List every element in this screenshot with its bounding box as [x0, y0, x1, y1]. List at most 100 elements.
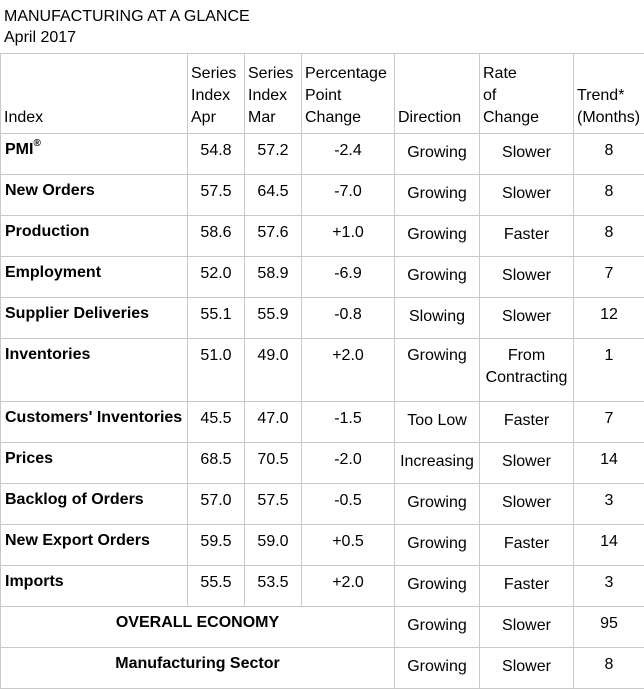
rate-cell: Faster	[480, 525, 574, 566]
change-cell: -0.8	[302, 298, 395, 339]
index-name: New Export Orders	[5, 532, 150, 549]
trend-cell: 7	[574, 257, 644, 298]
series-mar-cell: 47.0	[245, 402, 302, 443]
series-mar-cell: 53.5	[245, 566, 302, 607]
change-cell: -0.5	[302, 484, 395, 525]
change-cell: +0.5	[302, 525, 395, 566]
rate-cell: Slower	[480, 607, 574, 648]
index-name: New Orders	[5, 182, 95, 199]
trend-cell: 8	[574, 648, 644, 689]
direction-cell: Growing	[395, 257, 480, 298]
index-name-cell: Prices	[1, 443, 188, 484]
index-name-cell: Customers' Inventories	[1, 402, 188, 443]
rate-cell: Faster	[480, 216, 574, 257]
series-mar-cell: 59.0	[245, 525, 302, 566]
index-name-cell: New Export Orders	[1, 525, 188, 566]
direction-cell: Growing	[395, 484, 480, 525]
series-apr-cell: 54.8	[188, 134, 245, 175]
change-cell: +2.0	[302, 339, 395, 402]
series-mar-cell: 57.2	[245, 134, 302, 175]
change-cell: -6.9	[302, 257, 395, 298]
index-name-cell: Supplier Deliveries	[1, 298, 188, 339]
index-name: Backlog of Orders	[5, 491, 144, 508]
index-name-cell: Imports	[1, 566, 188, 607]
rate-cell: Slower	[480, 175, 574, 216]
rate-cell: Slower	[480, 443, 574, 484]
trend-cell: 1	[574, 339, 644, 402]
direction-cell: Growing	[395, 607, 480, 648]
rate-cell: Slower	[480, 257, 574, 298]
index-name-cell: Employment	[1, 257, 188, 298]
series-apr-cell: 57.5	[188, 175, 245, 216]
summary-label-cell: Manufacturing Sector	[1, 648, 395, 689]
index-name: Production	[5, 223, 89, 240]
series-mar-cell: 64.5	[245, 175, 302, 216]
series-apr-cell: 51.0	[188, 339, 245, 402]
direction-cell: Growing	[395, 134, 480, 175]
series-mar-cell: 57.6	[245, 216, 302, 257]
series-mar-cell: 70.5	[245, 443, 302, 484]
index-name: Inventories	[5, 346, 90, 363]
header-direction: Direction	[395, 54, 480, 134]
direction-cell: Growing	[395, 216, 480, 257]
index-name: Prices	[5, 450, 53, 467]
series-apr-cell: 68.5	[188, 443, 245, 484]
index-name: Employment	[5, 264, 101, 281]
change-cell: -7.0	[302, 175, 395, 216]
direction-cell: Growing	[395, 566, 480, 607]
index-name-cell: Inventories	[1, 339, 188, 402]
series-mar-cell: 58.9	[245, 257, 302, 298]
rate-cell: Faster	[480, 566, 574, 607]
trend-cell: 8	[574, 134, 644, 175]
series-apr-cell: 52.0	[188, 257, 245, 298]
direction-cell: Growing	[395, 525, 480, 566]
index-name-cell: Production	[1, 216, 188, 257]
trend-cell: 3	[574, 566, 644, 607]
index-name-cell: Backlog of Orders	[1, 484, 188, 525]
registered-mark: ®	[33, 138, 40, 149]
series-apr-cell: 59.5	[188, 525, 245, 566]
direction-cell: Slowing	[395, 298, 480, 339]
trend-cell: 95	[574, 607, 644, 648]
direction-cell: Growing	[395, 175, 480, 216]
series-mar-cell: 49.0	[245, 339, 302, 402]
direction-cell: Growing	[395, 648, 480, 689]
direction-cell: Growing	[395, 339, 480, 402]
trend-cell: 12	[574, 298, 644, 339]
index-name: Supplier Deliveries	[5, 305, 149, 322]
trend-cell: 7	[574, 402, 644, 443]
direction-cell: Too Low	[395, 402, 480, 443]
series-apr-cell: 45.5	[188, 402, 245, 443]
rate-cell: Slower	[480, 298, 574, 339]
trend-cell: 8	[574, 216, 644, 257]
trend-cell: 14	[574, 443, 644, 484]
index-name: PMI	[5, 141, 33, 158]
index-name: Customers' Inventories	[5, 409, 182, 426]
direction-cell: Increasing	[395, 443, 480, 484]
series-apr-cell: 58.6	[188, 216, 245, 257]
report-subtitle: April 2017	[4, 27, 250, 48]
change-cell: +1.0	[302, 216, 395, 257]
change-cell: -2.4	[302, 134, 395, 175]
rate-cell: Faster	[480, 402, 574, 443]
change-cell: +2.0	[302, 566, 395, 607]
index-name-cell: New Orders	[1, 175, 188, 216]
index-name: Imports	[5, 573, 64, 590]
rate-cell: Slower	[480, 648, 574, 689]
